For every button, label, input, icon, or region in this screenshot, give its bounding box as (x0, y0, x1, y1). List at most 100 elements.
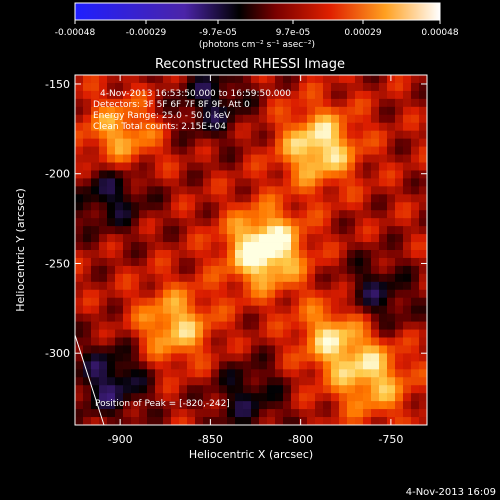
heatmap-cell (331, 353, 340, 362)
heatmap-cell (99, 250, 108, 259)
heatmap-cell (371, 106, 380, 116)
heatmap-cell (107, 289, 116, 299)
heatmap-cell (363, 385, 372, 394)
heatmap-cell (195, 194, 204, 203)
heatmap-cell (83, 202, 92, 211)
heatmap-cell (187, 154, 196, 163)
heatmap-cell (291, 250, 300, 259)
heatmap-cell (243, 186, 252, 195)
heatmap-cell (219, 361, 228, 370)
heatmap-cell (411, 138, 420, 147)
heatmap-cell (155, 313, 164, 322)
heatmap-cell (299, 417, 308, 425)
heatmap-cell (331, 242, 340, 251)
heatmap-cell (267, 305, 276, 315)
heatmap-cell (259, 321, 268, 330)
heatmap-cell (299, 337, 308, 346)
heatmap-cell (195, 369, 204, 378)
heatmap-cell (315, 98, 324, 108)
heatmap-cell (235, 154, 244, 163)
heatmap-cell (347, 138, 356, 147)
heatmap-cell (371, 75, 380, 84)
heatmap-cell (243, 242, 252, 251)
heatmap-cell (107, 321, 116, 330)
heatmap-cell (171, 417, 180, 425)
heatmap-cell (91, 281, 100, 291)
heatmap-cell (179, 401, 188, 410)
heatmap-cell (355, 250, 364, 259)
heatmap-cell (355, 401, 364, 410)
heatmap-cell (411, 114, 420, 124)
heatmap-cell (315, 417, 324, 425)
heatmap-cell (315, 297, 324, 307)
heatmap-cell (131, 337, 140, 346)
heatmap-cell (83, 257, 92, 267)
heatmap-cell (283, 313, 292, 322)
heatmap-cell (107, 75, 116, 84)
heatmap-cell (115, 281, 124, 291)
heatmap-cell (187, 305, 196, 315)
heatmap-cell (267, 369, 276, 378)
heatmap-cell (395, 162, 404, 171)
x-axis-label: Heliocentric X (arcsec) (189, 448, 313, 461)
heatmap-cell (419, 202, 427, 211)
heatmap-cell (403, 146, 412, 155)
heatmap-cell (251, 313, 260, 322)
heatmap-cell (243, 297, 252, 307)
heatmap-cell (195, 242, 204, 251)
heatmap-cell (107, 202, 116, 211)
heatmap-cell (251, 353, 260, 362)
heatmap-cell (107, 385, 116, 394)
heatmap-cell (307, 75, 316, 84)
heatmap-cell (387, 106, 396, 116)
heatmap-cell (147, 281, 156, 291)
heatmap-cell (155, 178, 164, 187)
heatmap-cell (227, 114, 236, 124)
heatmap-cell (275, 106, 284, 116)
heatmap-cell (235, 265, 244, 275)
heatmap-cell (187, 146, 196, 155)
heatmap-cell (155, 186, 164, 195)
heatmap-cell (91, 313, 100, 322)
heatmap-cell (411, 218, 420, 227)
heatmap-cell (267, 393, 276, 402)
heatmap-cell (75, 377, 84, 386)
heatmap-cell (83, 154, 92, 163)
heatmap-cell (267, 353, 276, 362)
heatmap-cell (283, 170, 292, 179)
heatmap-cell (323, 409, 332, 418)
heatmap-cell (147, 385, 156, 394)
heatmap-cell (347, 257, 356, 267)
heatmap-cell (219, 337, 228, 346)
heatmap-cell (235, 305, 244, 315)
heatmap-cell (331, 114, 340, 124)
heatmap-cell (355, 265, 364, 275)
heatmap-cell (147, 90, 156, 100)
heatmap-cell (395, 114, 404, 124)
heatmap-cell (323, 369, 332, 378)
heatmap-cell (307, 122, 316, 132)
heatmap-cell (395, 329, 404, 338)
heatmap-cell (283, 297, 292, 307)
heatmap-cell (99, 393, 108, 402)
heatmap-cell (243, 369, 252, 378)
heatmap-cell (243, 226, 252, 235)
heatmap-cell (275, 122, 284, 132)
heatmap-cell (251, 250, 260, 259)
heatmap-cell (371, 250, 380, 259)
heatmap-cell (75, 90, 84, 100)
heatmap-cell (315, 273, 324, 283)
heatmap-cell (115, 273, 124, 283)
heatmap-cell (339, 90, 348, 100)
heatmap-cell (363, 178, 372, 187)
heatmap-cell (339, 377, 348, 386)
heatmap-cell (379, 130, 388, 140)
heatmap-cell (115, 162, 124, 171)
heatmap-cell (323, 297, 332, 307)
heatmap-cell (75, 234, 84, 243)
heatmap-cell (307, 265, 316, 275)
heatmap-cell (275, 162, 284, 171)
heatmap-cell (387, 82, 396, 92)
heatmap-cell (395, 234, 404, 243)
heatmap-cell (315, 250, 324, 259)
